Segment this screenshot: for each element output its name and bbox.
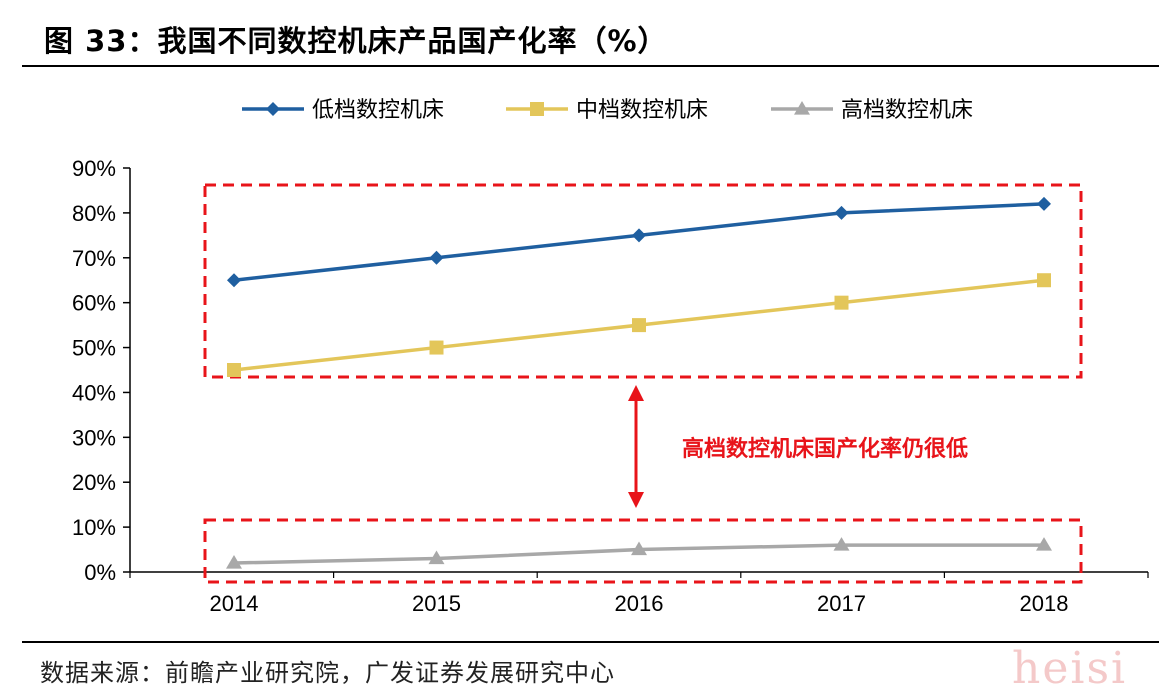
legend-marker bbox=[794, 101, 810, 115]
legend-label: 低档数控机床 bbox=[312, 98, 444, 123]
y-tick-label: 0% bbox=[84, 560, 116, 585]
data-point bbox=[1036, 537, 1052, 551]
annotation-text: 高档数控机床国产化率仍很低 bbox=[682, 436, 968, 462]
y-tick-label: 80% bbox=[72, 201, 116, 226]
legend-label: 中档数控机床 bbox=[576, 98, 708, 123]
data-point bbox=[227, 273, 241, 288]
highlight-box-upper bbox=[203, 183, 1083, 379]
y-tick-label: 50% bbox=[72, 336, 116, 361]
data-point bbox=[833, 537, 850, 551]
x-tick-label: 2018 bbox=[1020, 591, 1069, 616]
legend-marker bbox=[530, 102, 544, 116]
data-point bbox=[834, 295, 849, 310]
axes: 0% 10% 20% 30% 40% 50% 60% 70% 80% 90% 2014 2015 201… bbox=[72, 156, 1149, 616]
x-tick-label: 2016 bbox=[615, 591, 664, 616]
highlight-box-lower bbox=[203, 518, 1083, 584]
x-tick-label: 2014 bbox=[210, 591, 259, 616]
annotation-group: 高档数控机床国产化率仍很低 bbox=[628, 385, 968, 508]
data-point bbox=[227, 363, 241, 377]
data-point bbox=[428, 550, 445, 565]
title-divider bbox=[22, 65, 1159, 67]
watermark: heisi bbox=[1012, 643, 1128, 694]
y-tick-label: 10% bbox=[72, 515, 116, 540]
y-tick-label: 40% bbox=[72, 380, 116, 405]
source-note: 数据来源：前瞻产业研究院，广发证券发展研究中心 bbox=[40, 659, 615, 687]
data-point bbox=[834, 205, 849, 220]
x-tick-label: 2015 bbox=[412, 591, 461, 616]
data-point bbox=[632, 318, 646, 333]
data-point bbox=[631, 541, 647, 556]
y-tick-label: 30% bbox=[72, 425, 116, 450]
y-tick-label: 70% bbox=[72, 246, 116, 271]
y-tick-label: 20% bbox=[72, 470, 116, 495]
series-group bbox=[226, 196, 1052, 569]
legend-marker bbox=[266, 102, 280, 116]
y-tick-label: 90% bbox=[72, 156, 116, 181]
data-point bbox=[429, 250, 444, 265]
highlight-boxes bbox=[203, 183, 1083, 584]
data-point bbox=[1037, 273, 1051, 288]
data-point bbox=[632, 228, 646, 243]
x-tick-label: 2017 bbox=[817, 591, 866, 616]
legend: 低档数控机床 中档数控机床 高档数控机床 bbox=[242, 98, 973, 123]
y-tick-label: 60% bbox=[72, 291, 116, 316]
data-point bbox=[429, 340, 444, 355]
legend-label: 高档数控机床 bbox=[841, 98, 973, 123]
footer-divider bbox=[22, 641, 1159, 643]
figure-title: 图 33：我国不同数控机床产品国产化率（%） bbox=[44, 24, 668, 58]
data-point bbox=[226, 555, 242, 569]
data-point bbox=[1037, 196, 1051, 211]
annotation-arrow-head-up bbox=[628, 385, 644, 401]
annotation-arrow-head-down bbox=[628, 492, 644, 508]
